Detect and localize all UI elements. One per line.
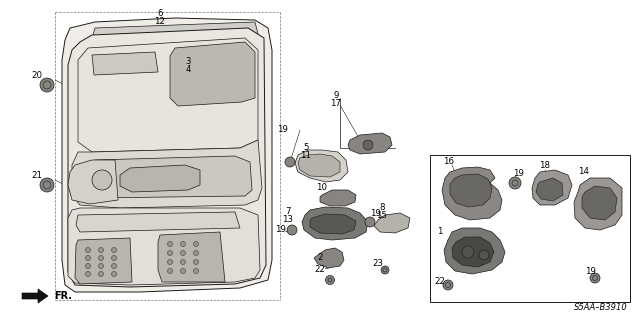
Text: 4: 4 xyxy=(185,65,191,75)
Polygon shape xyxy=(170,42,255,106)
Circle shape xyxy=(363,140,373,150)
Text: 10: 10 xyxy=(317,183,328,192)
Polygon shape xyxy=(68,160,118,204)
Circle shape xyxy=(86,256,90,261)
Circle shape xyxy=(381,266,389,274)
Polygon shape xyxy=(120,165,200,192)
Polygon shape xyxy=(442,167,502,220)
Polygon shape xyxy=(158,232,225,282)
Circle shape xyxy=(193,259,198,264)
Circle shape xyxy=(92,170,112,190)
Text: 16: 16 xyxy=(444,158,454,167)
Polygon shape xyxy=(22,289,48,303)
Polygon shape xyxy=(310,214,356,234)
Circle shape xyxy=(462,246,474,258)
Polygon shape xyxy=(76,212,240,232)
Circle shape xyxy=(193,269,198,273)
Polygon shape xyxy=(452,237,494,267)
Polygon shape xyxy=(78,156,252,198)
Text: 19: 19 xyxy=(584,268,595,277)
Polygon shape xyxy=(62,18,272,292)
Polygon shape xyxy=(348,133,392,154)
Text: 19: 19 xyxy=(513,169,524,179)
Circle shape xyxy=(111,271,116,277)
Polygon shape xyxy=(532,170,572,205)
Circle shape xyxy=(168,259,173,264)
Text: 23: 23 xyxy=(372,259,383,269)
Polygon shape xyxy=(92,22,258,44)
Text: 11: 11 xyxy=(301,152,312,160)
Circle shape xyxy=(168,269,173,273)
Circle shape xyxy=(287,225,297,235)
Text: 14: 14 xyxy=(579,167,589,176)
Circle shape xyxy=(86,263,90,269)
Text: S5AA–B3910: S5AA–B3910 xyxy=(574,303,628,313)
Circle shape xyxy=(99,248,104,253)
Text: 1: 1 xyxy=(437,227,443,236)
Polygon shape xyxy=(68,28,266,287)
Polygon shape xyxy=(320,190,356,206)
Polygon shape xyxy=(302,207,368,240)
Circle shape xyxy=(509,177,521,189)
Circle shape xyxy=(86,271,90,277)
Polygon shape xyxy=(92,52,158,75)
Text: 22: 22 xyxy=(314,265,326,275)
Circle shape xyxy=(180,259,186,264)
Polygon shape xyxy=(574,178,622,230)
Text: 7: 7 xyxy=(285,207,291,217)
Circle shape xyxy=(99,271,104,277)
Text: 3: 3 xyxy=(185,57,191,66)
Polygon shape xyxy=(536,178,563,201)
Circle shape xyxy=(193,241,198,247)
Text: 12: 12 xyxy=(154,17,166,26)
Circle shape xyxy=(365,217,375,227)
Circle shape xyxy=(40,178,54,192)
Text: 19: 19 xyxy=(369,209,380,218)
Polygon shape xyxy=(450,174,492,207)
Circle shape xyxy=(285,157,295,167)
Polygon shape xyxy=(582,186,617,220)
Circle shape xyxy=(111,263,116,269)
Text: FR.: FR. xyxy=(54,291,72,301)
Polygon shape xyxy=(75,238,132,284)
Circle shape xyxy=(99,256,104,261)
Circle shape xyxy=(180,241,186,247)
Text: 6: 6 xyxy=(157,10,163,19)
Circle shape xyxy=(180,250,186,256)
Polygon shape xyxy=(68,208,260,285)
Text: 20: 20 xyxy=(31,70,42,79)
Circle shape xyxy=(111,248,116,253)
Text: 18: 18 xyxy=(540,160,550,169)
Circle shape xyxy=(479,250,489,260)
Circle shape xyxy=(99,263,104,269)
Circle shape xyxy=(168,250,173,256)
Text: 22: 22 xyxy=(435,278,445,286)
Polygon shape xyxy=(444,228,505,274)
Circle shape xyxy=(40,78,54,92)
Text: 19: 19 xyxy=(275,226,285,234)
Polygon shape xyxy=(72,140,262,208)
Circle shape xyxy=(326,276,335,285)
Polygon shape xyxy=(374,213,410,233)
Text: 9: 9 xyxy=(333,92,339,100)
Text: 5: 5 xyxy=(303,144,308,152)
Circle shape xyxy=(180,269,186,273)
Polygon shape xyxy=(298,154,340,177)
Polygon shape xyxy=(295,150,348,182)
Text: 21: 21 xyxy=(31,170,42,180)
Text: 15: 15 xyxy=(376,211,387,220)
Circle shape xyxy=(443,280,453,290)
Circle shape xyxy=(111,256,116,261)
Polygon shape xyxy=(78,38,258,152)
Text: 13: 13 xyxy=(282,216,294,225)
Circle shape xyxy=(86,248,90,253)
Circle shape xyxy=(168,241,173,247)
Polygon shape xyxy=(314,248,344,268)
Circle shape xyxy=(193,250,198,256)
Circle shape xyxy=(590,273,600,283)
Text: 17: 17 xyxy=(330,100,342,108)
Text: 19: 19 xyxy=(276,125,287,135)
Text: 2: 2 xyxy=(317,254,323,263)
Text: 8: 8 xyxy=(380,204,385,212)
